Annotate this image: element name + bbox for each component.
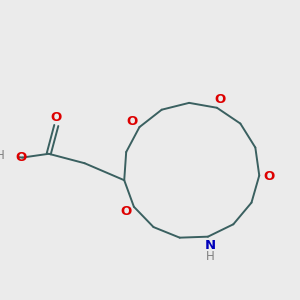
Text: N: N — [205, 239, 216, 252]
Text: O: O — [16, 151, 27, 164]
Text: O: O — [127, 115, 138, 128]
Text: H: H — [206, 250, 214, 263]
Text: O: O — [215, 92, 226, 106]
Text: O: O — [120, 205, 131, 218]
Text: H: H — [0, 149, 5, 162]
Text: O: O — [51, 111, 62, 124]
Text: O: O — [263, 170, 274, 183]
